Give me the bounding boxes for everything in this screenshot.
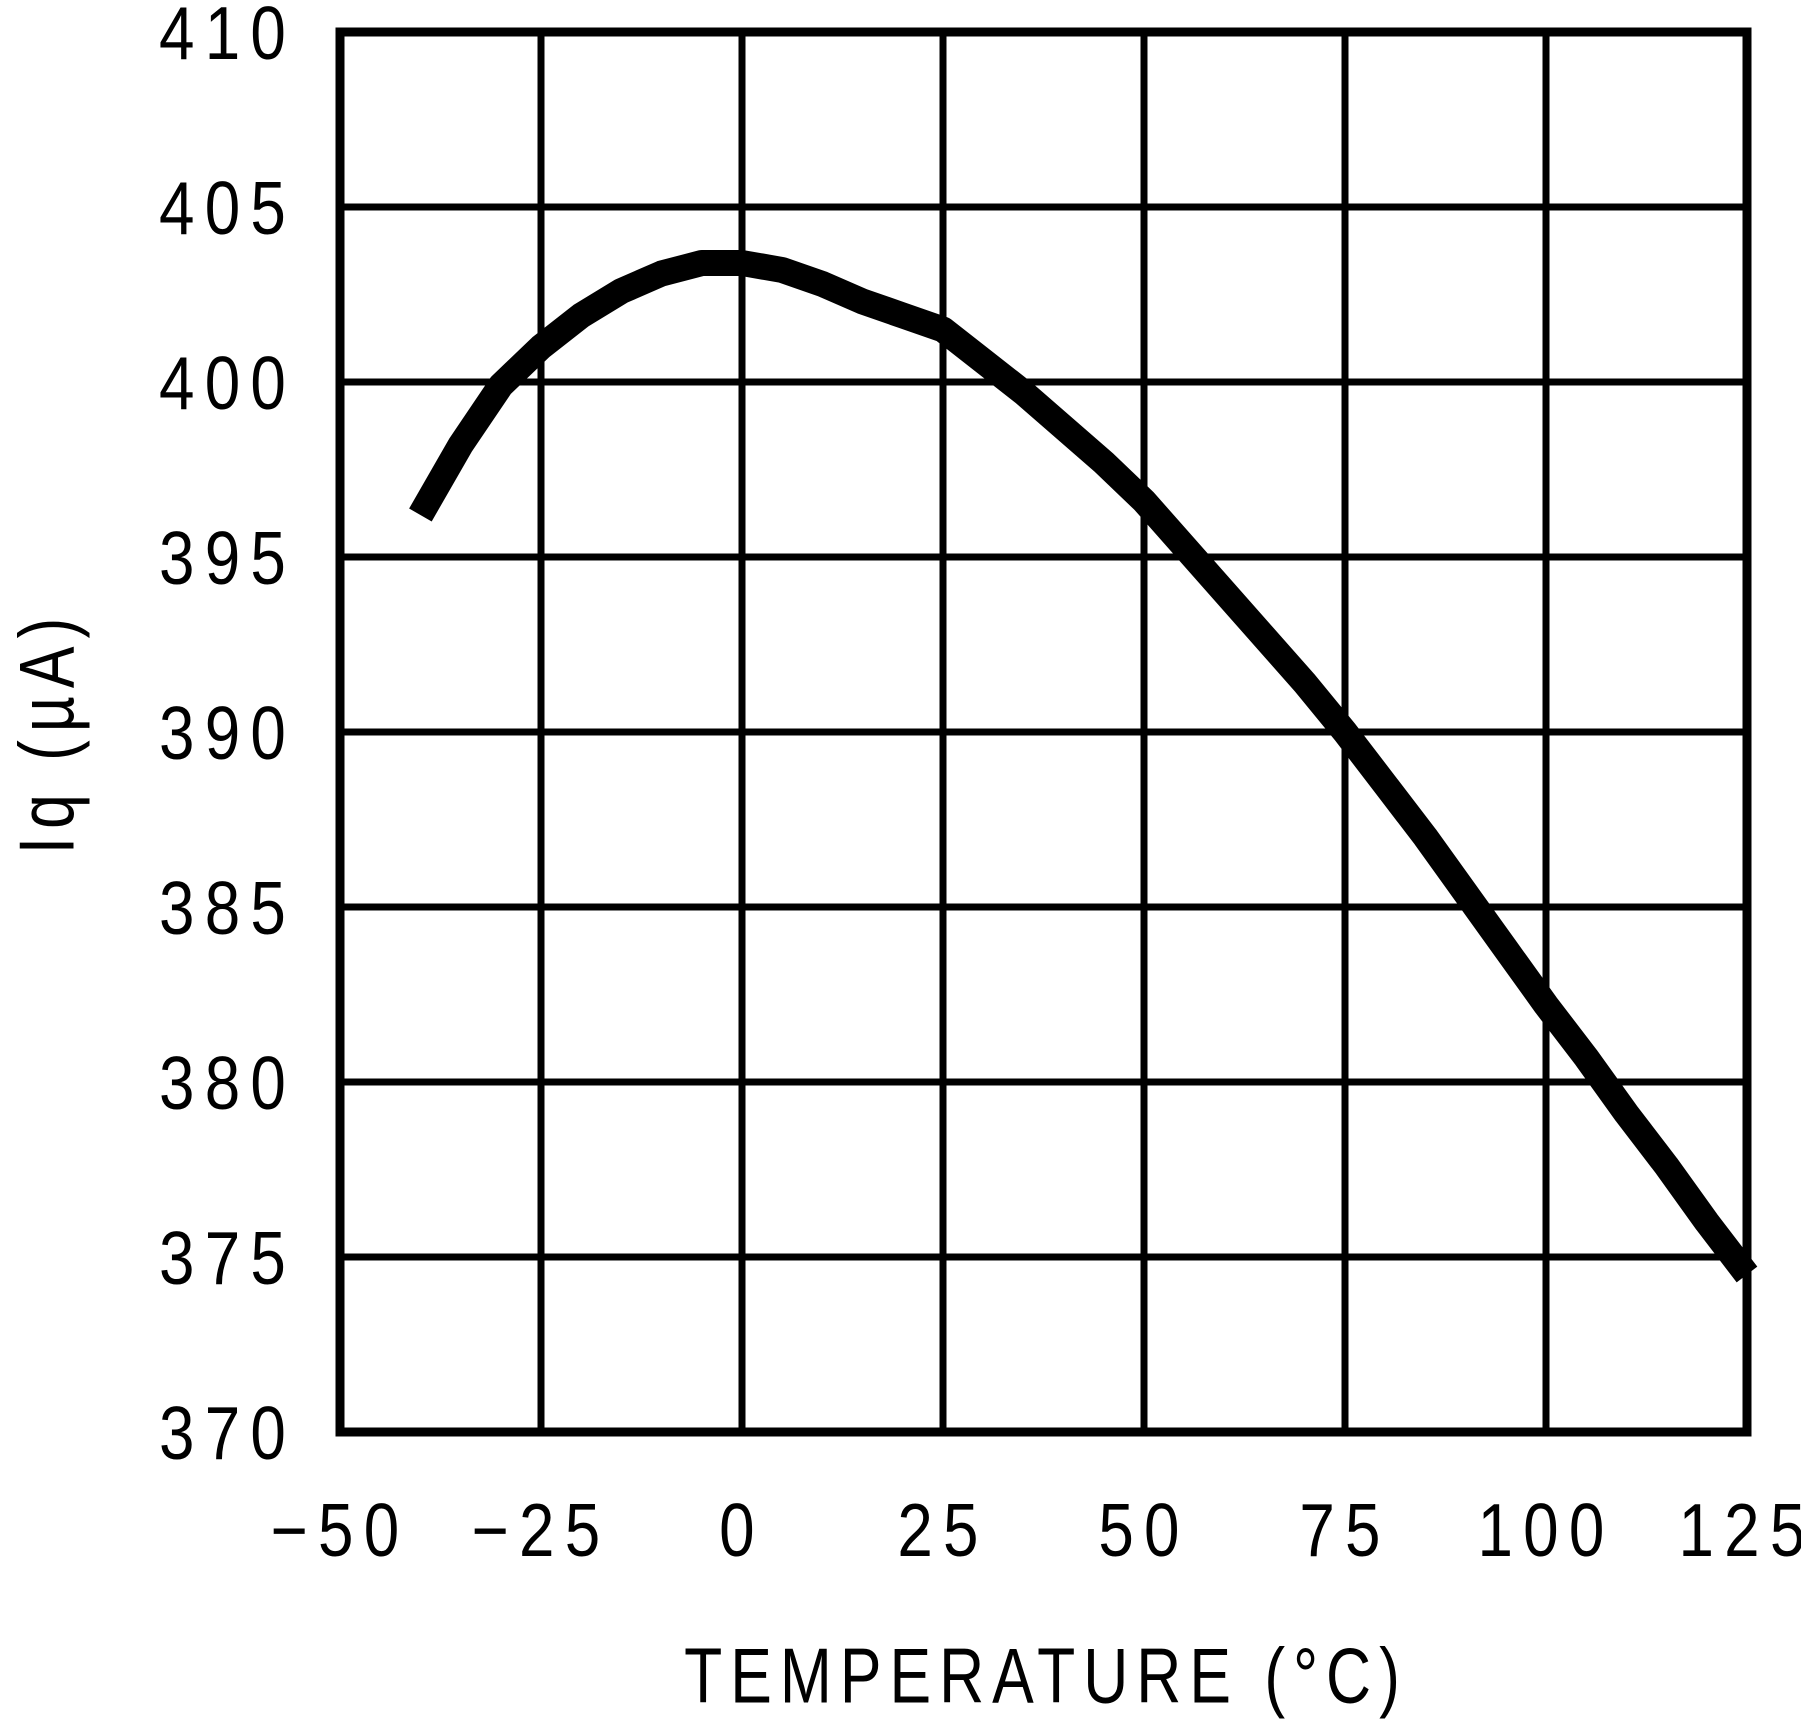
y-tick-label: 410 [159,0,296,75]
x-tick-label: 100 [1478,1488,1615,1572]
y-tick-label: 395 [159,516,296,600]
y-tick-label: 390 [159,691,296,775]
y-tick-label: 380 [159,1041,296,1125]
x-tick-label: 75 [1299,1488,1390,1572]
y-tick-label: 385 [159,866,296,950]
x-tick-label: 0 [719,1488,765,1572]
x-tick-label: −50 [271,1488,410,1572]
x-tick-label: 25 [897,1488,988,1572]
y-tick-label: 405 [159,166,296,250]
iq-curve [409,250,1758,1283]
plot-border [335,27,1752,1437]
y-tick-label: 370 [159,1391,296,1475]
x-tick-label: −25 [472,1488,611,1572]
x-tick-label: 125 [1679,1488,1801,1572]
x-tick-label: 50 [1098,1488,1189,1572]
y-tick-label: 400 [159,341,296,425]
x-axis-title: TEMPERATURE (°C) [684,1631,1408,1720]
y-axis-title: Iq (µA) [2,609,91,855]
y-tick-label: 375 [159,1216,296,1300]
